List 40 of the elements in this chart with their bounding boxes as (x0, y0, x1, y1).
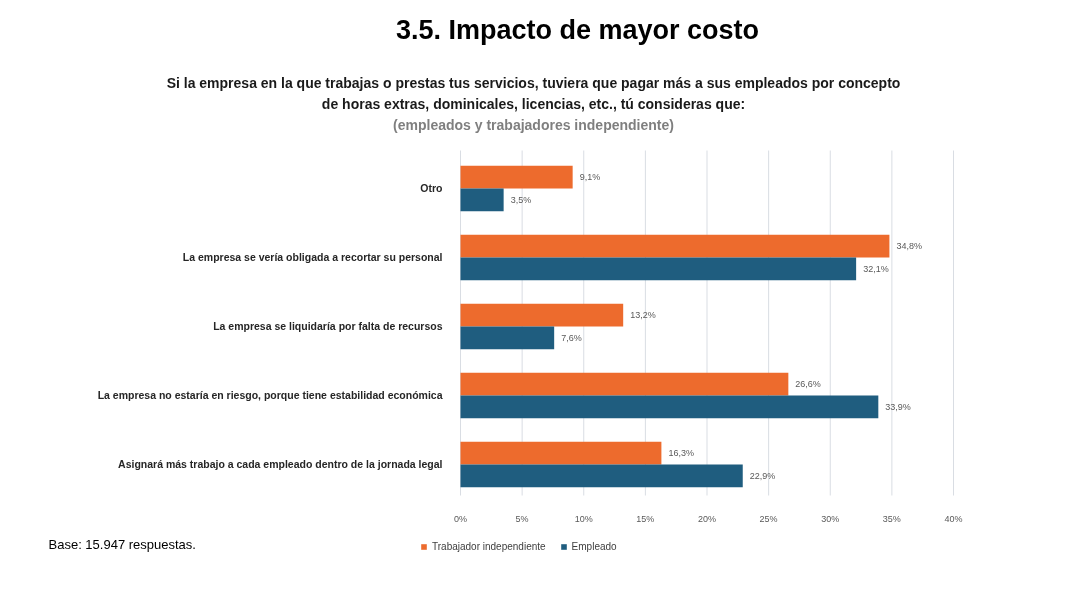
data-label: 9,1% (579, 172, 601, 183)
data-label: 33,9% (885, 401, 911, 412)
bar (460, 165, 573, 189)
text: (empleados y trabajadores independiente) (393, 116, 674, 133)
x-tick-label: 35% (882, 513, 901, 524)
x-tick-label: 10% (574, 513, 593, 524)
bar (460, 303, 624, 327)
bar (460, 441, 662, 465)
x-tick-label: 5% (515, 513, 529, 524)
x-tick-label: 0% (454, 513, 468, 524)
data-label: 32,1% (863, 263, 889, 274)
text: Base: 15.947 respuestas. (48, 537, 196, 552)
data-label: 7,6% (561, 332, 582, 343)
bar (460, 464, 743, 488)
chart-subtitle: Si la empresa en la que trabajas o prestas tus servicios, tuviera que pagar más a sus empleados por concepto de horas extras, dominicales, licencias, etc., tú consideras que: (166, 74, 901, 112)
x-tick-label: 20% (697, 513, 717, 524)
bar (460, 257, 857, 281)
y-tick-label: La empresa se vería obligada a recortar su personal (182, 251, 443, 264)
x-tick-label: 40% (944, 513, 963, 524)
chart-title: 3.5. Impacto de mayor costo (395, 14, 760, 45)
bar (460, 234, 890, 258)
data-label: 13,2% (630, 310, 656, 321)
bar (460, 395, 879, 419)
x-tick-label: 25% (759, 513, 778, 524)
bar (460, 326, 555, 350)
x-tick-label: 15% (636, 513, 655, 524)
data-label: 34,8% (896, 241, 922, 252)
y-tick-label: Otro (420, 182, 443, 195)
legend-label: Trabajador independiente (432, 541, 546, 552)
y-tick-label: La empresa se liquidaría por falta de recursos (213, 320, 443, 333)
bar (460, 188, 504, 212)
data-label: 26,6% (795, 379, 821, 390)
data-label: 16,3% (668, 448, 694, 459)
bar (460, 372, 789, 396)
legend-label: Empleado (571, 541, 617, 552)
data-label: 3,5% (510, 194, 532, 205)
data-label: 22,9% (749, 470, 776, 481)
x-tick-label: 30% (821, 513, 840, 524)
y-tick-label: La empresa no estaría en riesgo, porque tiene estabilidad económica (97, 389, 443, 402)
y-tick-label: Asignará más trabajo a cada empleado dentro de la jornada legal (118, 458, 443, 471)
